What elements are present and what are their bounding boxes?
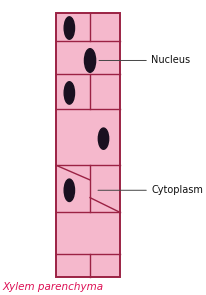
Ellipse shape bbox=[64, 82, 74, 104]
Text: Cytoplasm: Cytoplasm bbox=[150, 185, 202, 195]
Text: Xylem parenchyma: Xylem parenchyma bbox=[2, 282, 103, 292]
Ellipse shape bbox=[64, 179, 74, 201]
Ellipse shape bbox=[64, 17, 74, 39]
Bar bbox=[56, 13, 119, 277]
Ellipse shape bbox=[84, 49, 95, 72]
Text: Nucleus: Nucleus bbox=[150, 55, 189, 65]
Ellipse shape bbox=[98, 128, 108, 149]
Bar bbox=[56, 13, 119, 277]
